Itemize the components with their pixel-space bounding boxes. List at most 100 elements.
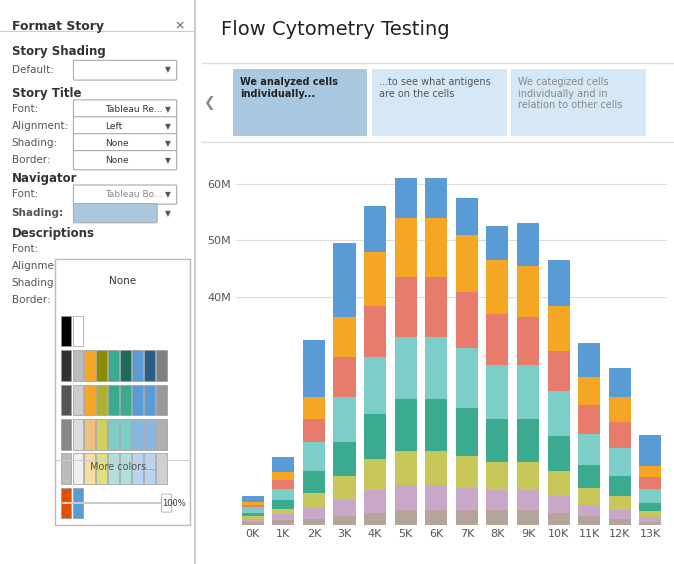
Text: ...to see what antigens
are on the cells: ...to see what antigens are on the cells [379,77,491,99]
Bar [395,510,417,525]
Text: Tableau Bo...: Tableau Bo... [106,190,163,199]
Bar [395,178,417,218]
Bar [73,453,83,484]
Bar [487,491,508,510]
Bar [456,408,478,456]
Text: ▼: ▼ [165,122,171,131]
Bar [578,505,601,516]
Text: Shading:: Shading: [11,138,58,148]
Bar [272,520,295,525]
Bar [425,484,448,510]
Text: Descriptions: Descriptions [11,227,95,240]
Bar [109,419,119,450]
Bar [456,510,478,525]
Bar [233,69,367,136]
Bar [456,349,478,408]
FancyBboxPatch shape [73,134,177,153]
Bar [109,350,119,381]
Bar [395,451,417,484]
Bar [548,496,570,513]
Bar [640,522,661,525]
Bar [548,513,570,525]
Bar [96,350,107,381]
Bar [156,419,166,450]
Text: ▼: ▼ [165,65,171,74]
Bar [73,385,83,415]
Text: Font:: Font: [11,244,38,254]
Text: Default:: Default: [11,65,54,75]
Bar [517,365,539,420]
Bar [487,510,508,525]
Bar [334,396,355,442]
Bar [548,391,570,437]
FancyBboxPatch shape [73,151,177,170]
Bar [109,453,119,484]
Bar [395,399,417,451]
Text: Story Title: Story Title [11,87,82,100]
Bar [609,368,631,396]
Bar [364,206,386,252]
Bar [156,453,166,484]
Text: ❮: ❮ [204,96,215,109]
Text: Border:: Border: [11,155,51,165]
Bar [132,453,143,484]
Bar [395,277,417,337]
Text: Alignment:: Alignment: [11,261,69,271]
FancyBboxPatch shape [73,117,177,136]
Bar [609,510,631,519]
Bar [303,494,325,508]
Bar [242,505,264,508]
Bar [84,419,95,450]
Bar [334,357,355,396]
Bar [334,243,355,317]
Bar [364,459,386,491]
Bar [578,377,601,405]
Text: Shading:: Shading: [11,278,58,288]
Bar [242,522,264,525]
Bar [303,508,325,519]
Bar [120,453,131,484]
Bar [73,350,83,381]
Bar [364,252,386,306]
Bar [395,337,417,399]
Bar [425,399,448,451]
Bar [456,487,478,510]
Text: Story Shading: Story Shading [11,45,105,58]
Bar [61,488,71,518]
Bar [303,442,325,470]
Bar [425,451,448,484]
Bar [61,419,71,450]
Bar [487,314,508,365]
Bar [109,385,119,415]
Bar [425,178,448,218]
Bar [456,292,478,349]
Bar [517,462,539,491]
FancyBboxPatch shape [162,494,172,512]
Bar [272,457,295,472]
Bar [364,513,386,525]
Bar [272,509,295,514]
Bar [272,514,295,520]
Bar [517,510,539,525]
Bar [334,499,355,516]
Bar [425,510,448,525]
Bar [578,516,601,525]
Bar [548,351,570,391]
Bar [334,476,355,499]
Bar [334,317,355,357]
Bar [511,69,646,136]
Bar [303,396,325,420]
Text: Format Story: Format Story [11,20,104,33]
Bar [156,350,166,381]
Bar [517,491,539,510]
Bar [61,350,71,381]
Bar [517,420,539,462]
Text: ▼: ▼ [165,105,171,114]
Bar [456,456,478,487]
Bar [303,470,325,494]
Bar [609,476,631,496]
Bar [372,69,507,136]
Text: 100%: 100% [162,499,185,508]
Bar [364,357,386,414]
Text: Border:: Border: [11,295,51,305]
